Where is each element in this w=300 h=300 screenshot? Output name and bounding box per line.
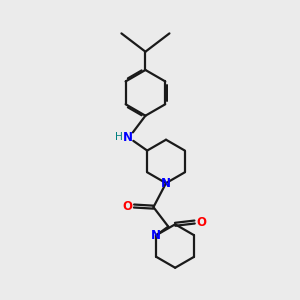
Text: N: N [123,131,133,144]
Text: N: N [161,177,171,190]
Text: O: O [123,200,133,212]
Text: N: N [151,229,161,242]
Text: O: O [196,215,206,229]
Text: H: H [115,132,123,142]
